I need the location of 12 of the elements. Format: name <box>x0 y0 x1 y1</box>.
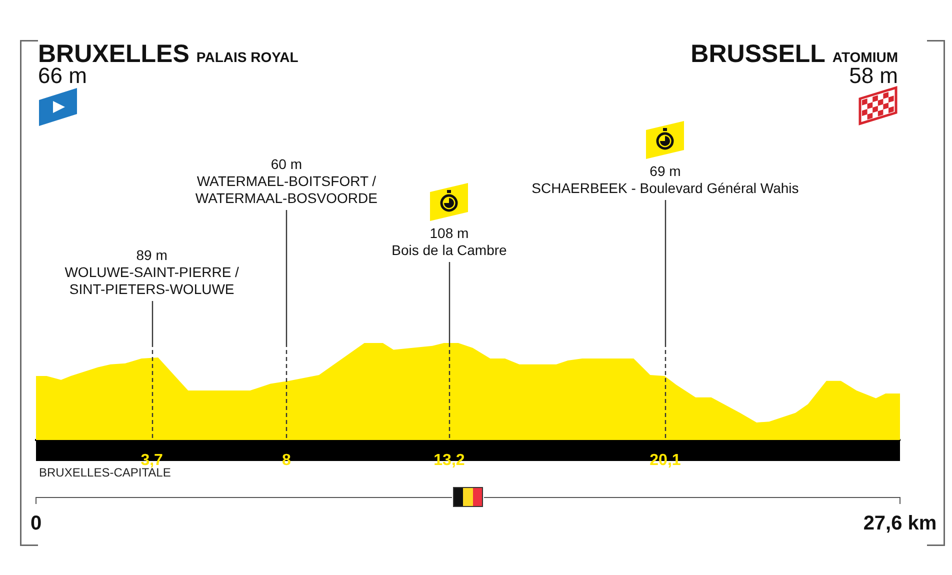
x2-tick-label: 20,1 <box>650 452 681 470</box>
ref-line-label: 108 m Bois de la Cambre <box>392 224 508 258</box>
x-tick-label: 27,6 km <box>863 512 937 535</box>
ref-line-label: 60 m WATERMAEL-BOITSFORT / WATERMAAL-BOSVOORDE <box>195 156 378 206</box>
x-tick-label: 0 <box>30 512 42 535</box>
x2-tick-label: 13,2 <box>434 452 465 470</box>
ref-line-label: 89 m WOLUWE-SAINT-PIERRE / SINT-PIETERS-WOLUWE <box>64 246 240 297</box>
ref-line-label: 69 m SCHAERBEEK - Boulevard Général Wahis <box>532 162 799 196</box>
text: BRUXELLES PALAIS ROYAL 66 m <box>38 40 298 88</box>
text: BRUSSELL ATOMIUM 58 m <box>690 40 898 88</box>
x2-tick-label: 3,7 <box>140 452 164 470</box>
x2-tick-label: 8 <box>282 452 291 470</box>
